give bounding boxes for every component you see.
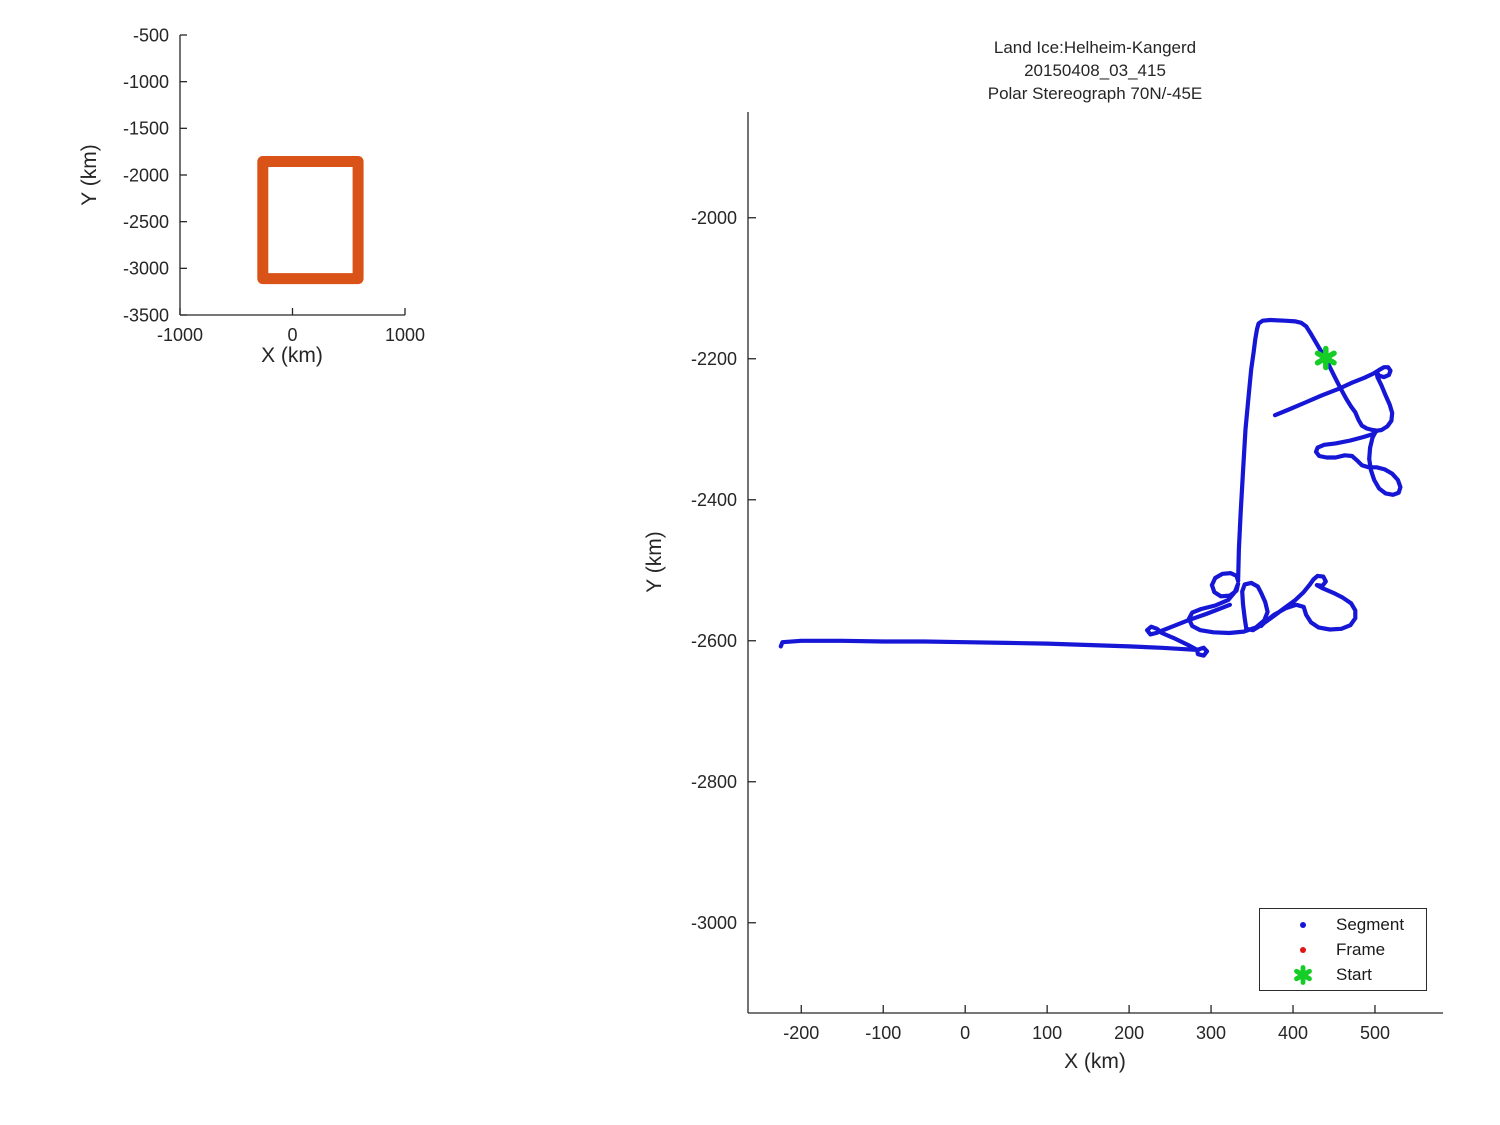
x-tick-label: 100: [1032, 1023, 1062, 1043]
y-tick-label: -2500: [123, 212, 169, 232]
main-x-axis-label: X (km): [1064, 1050, 1126, 1073]
x-tick-label: 500: [1360, 1023, 1390, 1043]
flight-track-segment-3: [1272, 365, 1395, 433]
y-tick-label: -500: [133, 25, 169, 45]
x-tick-label: 1000: [385, 325, 425, 345]
legend-entry-frame: Frame: [1260, 937, 1426, 962]
star-stroke: [1294, 968, 1312, 981]
main-axes: -200 -100 0 100 200 300 400 500 -2000 -2200 -2400 -…: [691, 112, 1443, 1043]
x-tick-label: -1000: [157, 325, 203, 345]
inset-x-axis-label: X (km): [261, 344, 323, 367]
frame-dot-icon: [1284, 946, 1322, 953]
y-tick-label: -3500: [123, 305, 169, 325]
start-hexagram-icon: [1284, 964, 1322, 986]
coverage-box: [257, 155, 364, 285]
y-tick-label: -2600: [691, 631, 737, 651]
flight-track-segment-1: [778, 602, 1232, 658]
flight-track-segment-4: [1186, 571, 1358, 636]
legend-label-frame: Frame: [1336, 939, 1386, 959]
x-tick-label: 0: [960, 1023, 970, 1043]
y-tick-label: -3000: [123, 259, 169, 279]
main-y-axis-label: Y (km): [643, 531, 666, 593]
star-stroke: [1314, 350, 1337, 366]
y-tick-label: -1500: [123, 119, 169, 139]
y-tick-label: -3000: [691, 913, 737, 933]
start-marker: [1314, 345, 1337, 371]
legend-entry-start: Start: [1260, 962, 1426, 987]
x-tick-label: 400: [1278, 1023, 1308, 1043]
title-line-1: Land Ice:Helheim-Kangerd: [993, 38, 1197, 57]
x-tick-label: 0: [287, 325, 297, 345]
legend-label-segment: Segment: [1336, 914, 1405, 934]
y-tick-label: -2400: [691, 490, 737, 510]
x-tick-label: 200: [1114, 1023, 1144, 1043]
title-line-3: Polar Stereograph 70N/-45E: [987, 84, 1203, 103]
title-line-2: 20150408_03_415: [1024, 61, 1166, 80]
inset-y-axis-label: Y (km): [78, 144, 101, 206]
x-tick-label: -200: [783, 1023, 819, 1043]
y-tick-label: -1000: [123, 72, 169, 92]
main-chart-title: Land Ice:Helheim-Kangerd 20150408_03_415…: [895, 36, 1295, 105]
segment-dot-icon: [1284, 921, 1322, 928]
y-tick-label: -2000: [691, 208, 737, 228]
inset-axes: -1000 0 1000 -500 -1000 -1500 -2000 -2500 -3000 -…: [123, 25, 425, 345]
legend-box: Segment Frame Start: [1259, 908, 1427, 991]
legend-label-start: Start: [1336, 964, 1372, 984]
y-tick-label: -2200: [691, 349, 737, 369]
legend-entry-segment: Segment: [1260, 912, 1426, 937]
x-tick-label: 300: [1196, 1023, 1226, 1043]
y-tick-label: -2000: [123, 165, 169, 185]
y-tick-label: -2800: [691, 772, 737, 792]
x-tick-label: -100: [865, 1023, 901, 1043]
